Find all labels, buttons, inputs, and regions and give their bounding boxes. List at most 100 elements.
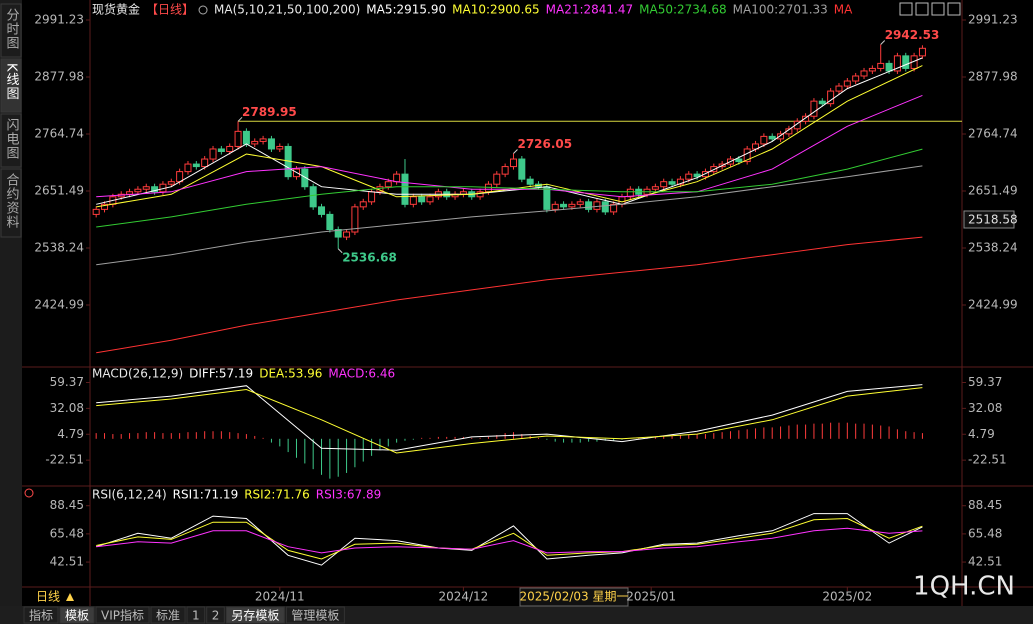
- y-tick-label: 2424.99: [968, 298, 1018, 312]
- candle-body: [326, 213, 334, 231]
- y-tick-label: -22.51: [45, 453, 84, 467]
- y-tick-label: 59.37: [968, 375, 1002, 389]
- icon[interactable]: [947, 2, 961, 16]
- price-tag-box: [963, 210, 1015, 229]
- x-tick-label: 2024/11: [255, 590, 305, 604]
- candle-body: [151, 186, 159, 193]
- sidebar-tab-label[interactable]: 合约资料: [4, 173, 20, 229]
- candle-body: [276, 145, 284, 150]
- bottom-tab[interactable]: [285, 606, 345, 624]
- bottom-tab[interactable]: [206, 606, 225, 624]
- indicator-line: [96, 236, 923, 354]
- y-tick-label: 65.48: [50, 526, 84, 540]
- legend-entry: MA10:2900.65: [452, 3, 540, 17]
- candle-body: [309, 186, 317, 208]
- candle-body: [551, 203, 559, 210]
- y-tick-label: 2651.49: [34, 184, 84, 198]
- candle-body: [601, 201, 609, 213]
- sidebar-tab-label[interactable]: 分时图: [4, 8, 20, 50]
- bottom-tab-label[interactable]: 另存模板: [231, 609, 279, 623]
- candle-body: [167, 181, 175, 185]
- annotation: 2536.68: [342, 250, 397, 264]
- candle-body: [343, 231, 351, 238]
- candle-body: [267, 138, 275, 150]
- legend-entry: MA5:2915.90: [366, 3, 446, 17]
- bottom-tab-label[interactable]: 模板: [65, 609, 89, 623]
- icon[interactable]: [931, 2, 945, 16]
- bottom-tab-label[interactable]: 管理模板: [291, 608, 339, 623]
- sidebar-tab[interactable]: [0, 3, 22, 58]
- period-arrow[interactable]: [66, 593, 74, 601]
- y-tick-label: 2538.24: [34, 241, 84, 255]
- candle-body: [368, 191, 376, 203]
- bottom-tab-label[interactable]: 标准: [156, 609, 180, 623]
- candle-body: [868, 67, 876, 72]
- candle-body: [476, 191, 484, 198]
- candle-body: [860, 70, 868, 77]
- legend-entry: MA100:2701.33: [733, 3, 828, 17]
- candle-body: [843, 80, 851, 87]
- y-tick-label: 2424.99: [34, 298, 84, 312]
- candle-body: [902, 55, 910, 69]
- y-tick-label: 88.45: [50, 498, 84, 512]
- icon[interactable]: [899, 2, 913, 16]
- watermark: 1QH.CN: [913, 572, 1015, 602]
- candle-body: [409, 196, 417, 205]
- sidebar-tab[interactable]: [0, 58, 22, 113]
- y-tick-label: 59.37: [50, 375, 84, 389]
- instrument-name: 现货黄金: [92, 2, 140, 17]
- legend-entry: MA21:2841.47: [546, 3, 634, 17]
- candle-body: [501, 166, 509, 175]
- bottom-tab[interactable]: [23, 606, 59, 624]
- bottom-tab[interactable]: [225, 606, 285, 624]
- sidebar-tab-label[interactable]: K线图: [4, 63, 20, 101]
- candle-body: [885, 62, 893, 72]
- bottom-tab-label[interactable]: 1: [192, 609, 200, 623]
- candle-body: [585, 201, 593, 210]
- icon[interactable]: [915, 2, 929, 16]
- indicator-line: [96, 387, 923, 454]
- candle-body: [184, 163, 192, 173]
- candle-body: [735, 158, 743, 163]
- y-tick-label: 2764.74: [34, 126, 84, 140]
- sidebar-tab-label[interactable]: 闪电图: [4, 118, 19, 160]
- indicator-label: RSI(6,12,24): [92, 488, 167, 502]
- price-tag: 2518.58: [968, 213, 1018, 227]
- candle-body: [509, 158, 517, 168]
- y-tick-label: 42.51: [968, 555, 1002, 569]
- candle-body: [101, 203, 109, 210]
- candle-body: [142, 186, 150, 190]
- bottom-tab-label[interactable]: 2: [212, 609, 220, 623]
- y-tick-label: 2538.24: [968, 241, 1018, 255]
- candle-body: [92, 208, 100, 215]
- bottom-tab-label[interactable]: 指标: [29, 608, 53, 623]
- candle-body: [818, 100, 826, 105]
- sidebar-tab[interactable]: [0, 113, 22, 168]
- legend-entry: MACD:6.46: [328, 367, 395, 381]
- indicator-line: [96, 148, 923, 228]
- candle-body: [760, 135, 768, 145]
- candle-body: [893, 55, 901, 72]
- indicator-icon[interactable]: [24, 488, 34, 498]
- candle-body: [351, 206, 359, 233]
- candle-body: [134, 188, 142, 193]
- bottom-tab[interactable]: [95, 606, 150, 624]
- bottom-tab[interactable]: [186, 606, 206, 624]
- candle-body: [777, 133, 785, 140]
- bottom-tab[interactable]: [59, 606, 95, 624]
- indicator-line: [96, 57, 923, 205]
- candle-body: [334, 229, 342, 238]
- legend-entry: RSI3:67.89: [316, 488, 382, 502]
- y-tick-label: 2877.98: [968, 70, 1018, 84]
- bottom-tab[interactable]: [150, 606, 186, 624]
- period-button[interactable]: 日线: [36, 590, 60, 604]
- period-label: 【日线】: [146, 3, 194, 17]
- settings-icon[interactable]: [198, 5, 208, 15]
- y-tick-label: 42.51: [50, 555, 84, 569]
- bottom-tab-label[interactable]: VIP指标: [101, 608, 144, 623]
- window-icons: [899, 2, 961, 16]
- sidebar-tab[interactable]: [0, 168, 22, 238]
- candle-body: [593, 201, 601, 210]
